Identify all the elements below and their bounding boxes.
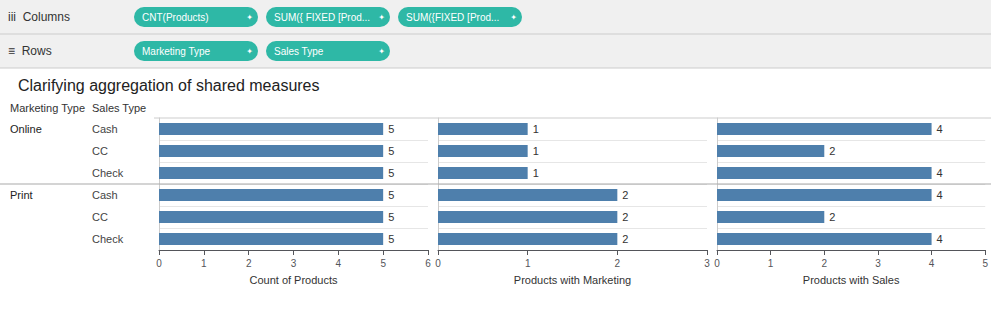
svg-text:1: 1: [533, 145, 539, 157]
svg-text:Marketing Type: Marketing Type: [10, 102, 85, 114]
svg-text:Sales Type: Sales Type: [92, 102, 146, 114]
svg-text:1: 1: [533, 123, 539, 135]
svg-text:✦: ✦: [246, 13, 253, 22]
svg-text:✦: ✦: [378, 47, 385, 56]
svg-text:Count of Products: Count of Products: [249, 274, 338, 286]
svg-text:5: 5: [982, 258, 988, 269]
svg-text:Print: Print: [10, 189, 33, 201]
svg-text:5: 5: [388, 145, 394, 157]
svg-text:2: 2: [246, 258, 252, 269]
svg-text:SUM({FIXED [Prod...: SUM({FIXED [Prod...: [406, 12, 499, 23]
svg-text:2: 2: [615, 258, 621, 269]
svg-text:3: 3: [291, 258, 297, 269]
svg-text:2: 2: [622, 189, 628, 201]
svg-text:3: 3: [704, 258, 710, 269]
svg-text:0: 0: [435, 258, 441, 269]
svg-text:Cash: Cash: [92, 189, 118, 201]
svg-text:5: 5: [388, 233, 394, 245]
svg-text:3: 3: [875, 258, 881, 269]
svg-text:Check: Check: [92, 233, 124, 245]
svg-text:1: 1: [533, 167, 539, 179]
svg-text:1: 1: [201, 258, 207, 269]
svg-text:4: 4: [937, 189, 943, 201]
svg-text:5: 5: [388, 189, 394, 201]
svg-text:4: 4: [937, 167, 943, 179]
svg-text:5: 5: [388, 211, 394, 223]
svg-text:5: 5: [388, 123, 394, 135]
svg-text:≡ Rows: ≡ Rows: [8, 44, 52, 58]
svg-text:6: 6: [425, 258, 431, 269]
svg-text:Check: Check: [92, 167, 124, 179]
svg-text:Products with Marketing: Products with Marketing: [514, 274, 631, 286]
svg-text:4: 4: [937, 123, 943, 135]
svg-text:Online: Online: [10, 123, 42, 135]
svg-text:✦: ✦: [246, 47, 253, 56]
svg-text:2: 2: [829, 211, 835, 223]
svg-text:CC: CC: [92, 211, 108, 223]
svg-text:2: 2: [622, 211, 628, 223]
svg-text:Products with Sales: Products with Sales: [803, 274, 900, 286]
svg-text:4: 4: [929, 258, 935, 269]
svg-text:Marketing Type: Marketing Type: [142, 46, 211, 57]
svg-text:5: 5: [388, 167, 394, 179]
svg-text:4: 4: [336, 258, 342, 269]
svg-text:4: 4: [937, 233, 943, 245]
svg-text:✦: ✦: [378, 13, 385, 22]
svg-text:Clarifying aggregation of shar: Clarifying aggregation of shared measure…: [18, 77, 320, 94]
svg-text:Sales Type: Sales Type: [274, 46, 324, 57]
svg-text:1: 1: [525, 258, 531, 269]
svg-text:iii Columns: iii Columns: [8, 10, 70, 24]
svg-text:CNT(Products): CNT(Products): [142, 12, 209, 23]
svg-text:0: 0: [714, 258, 720, 269]
svg-text:5: 5: [380, 258, 386, 269]
svg-text:2: 2: [829, 145, 835, 157]
svg-text:2: 2: [622, 233, 628, 245]
svg-text:Cash: Cash: [92, 123, 118, 135]
svg-text:SUM({ FIXED [Prod...: SUM({ FIXED [Prod...: [274, 12, 370, 23]
svg-text:2: 2: [822, 258, 828, 269]
svg-text:0: 0: [156, 258, 162, 269]
svg-text:✦: ✦: [510, 13, 517, 22]
svg-text:1: 1: [768, 258, 774, 269]
svg-text:CC: CC: [92, 145, 108, 157]
